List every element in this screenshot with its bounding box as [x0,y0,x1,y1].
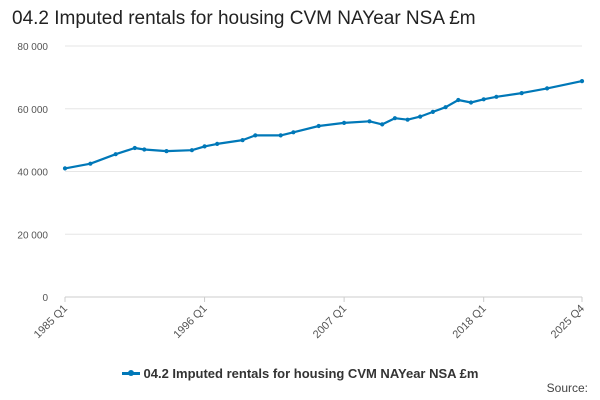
data-point[interactable] [142,147,147,152]
data-point[interactable] [468,100,474,105]
data-point[interactable] [240,138,245,143]
data-point[interactable] [88,161,93,166]
data-point[interactable] [215,141,220,146]
data-point[interactable] [418,114,423,119]
x-tick-label: 2007 Q1 [311,303,349,341]
data-point[interactable] [456,97,461,103]
data-point[interactable] [253,133,258,138]
x-tick-label: 1985 Q1 [32,303,70,341]
data-point[interactable] [164,149,169,154]
data-point[interactable] [392,116,397,121]
x-tick-label: 2025 Q4 [549,303,587,341]
y-tick-label: 40 000 [17,168,48,179]
data-point[interactable] [405,117,410,122]
data-point[interactable] [132,145,137,151]
data-point[interactable] [113,152,118,157]
data-point[interactable] [202,144,207,149]
data-point[interactable] [519,91,524,96]
x-tick-label: 2018 Q1 [450,303,488,341]
x-tick-label: 1996 Q1 [171,303,209,341]
data-point[interactable] [342,120,347,125]
legend-label: 04.2 Imputed rentals for housing CVM NAY… [143,366,479,381]
data-point[interactable] [443,105,448,110]
data-point[interactable] [62,166,68,171]
data-point[interactable] [189,148,194,153]
data-point[interactable] [430,109,435,114]
data-point[interactable] [278,133,283,138]
data-point[interactable] [291,130,296,135]
grid-lines [65,45,582,298]
source-label: Source: [546,381,588,395]
data-point[interactable] [481,97,486,102]
y-tick-label: 60 000 [17,105,48,116]
series-line-group [62,79,585,171]
chart-title: 04.2 Imputed rentals for housing CVM NAY… [12,8,476,29]
data-point[interactable] [367,119,372,124]
legend[interactable]: 04.2 Imputed rentals for housing CVM NAY… [0,366,600,381]
data-point[interactable] [579,79,585,84]
legend-marker-icon [121,370,140,377]
data-point[interactable] [380,122,385,127]
y-tick-label: 80 000 [17,42,48,53]
y-tick-label: 20 000 [17,230,48,241]
data-point[interactable] [316,123,321,129]
data-point[interactable] [545,86,550,91]
data-point[interactable] [494,94,499,99]
y-axis-ticks: 0 20 000 40 000 60 000 80 000 [17,42,48,304]
series-line[interactable] [64,80,583,170]
x-axis-ticks: 1985 Q1 1996 Q1 2007 Q1 2018 Q1 2025 Q4 [32,297,587,341]
y-tick-label: 0 [42,293,48,304]
